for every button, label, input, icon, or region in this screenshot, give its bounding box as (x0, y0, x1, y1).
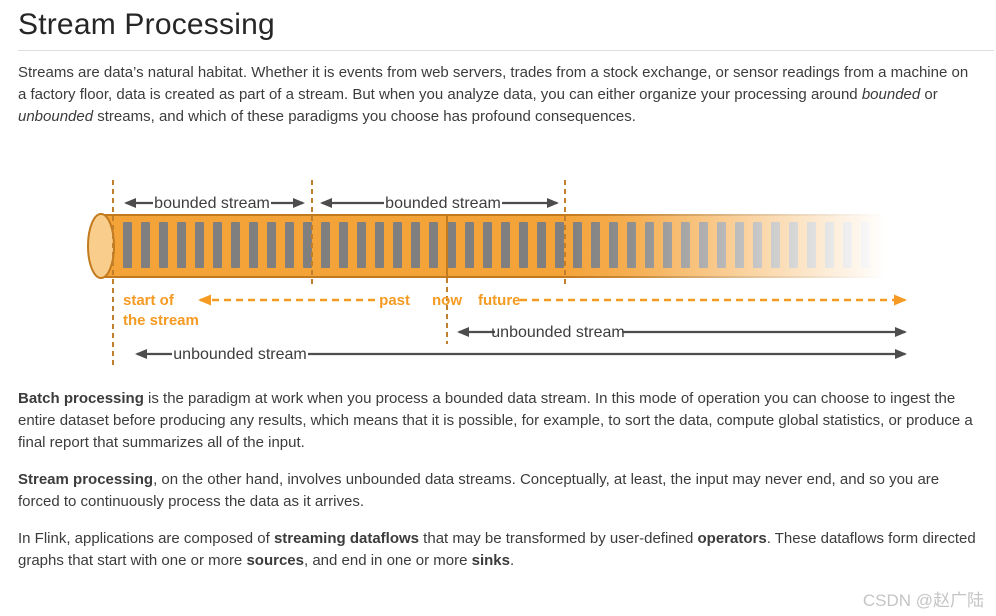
text-segment: . (509, 552, 515, 569)
text-segment: that may be transformed by user-defined (419, 530, 698, 547)
flink-dataflows-paragraph: In Flink, applications are composed of s… (18, 528, 978, 572)
unbounded-stream-bottom: unbounded stream (135, 346, 907, 363)
unbounded-right-label: unbounded stream (491, 324, 624, 341)
page-title: Stream Processing (18, 8, 994, 51)
text-segment: Streams are data’s natural habitat. Whet… (18, 64, 969, 103)
bounded-stream-label-2: bounded stream (320, 195, 559, 212)
text-segment: is the paradigm at work when you process… (18, 390, 973, 451)
stream-diagram: bounded stream bounded stream start of t… (0, 178, 996, 373)
italic-text-segment: unbounded (18, 108, 94, 125)
batch-processing-paragraph: Batch processing is the paradigm at work… (18, 388, 978, 454)
bold-text-segment: operators (697, 530, 767, 547)
bold-text-segment: Stream processing (18, 471, 154, 488)
past-label: past (379, 292, 410, 309)
start-of-stream-label-line2: the stream (123, 312, 199, 329)
text-segment: . These dataflows form directed graphs t… (18, 530, 976, 569)
bounded-stream-label-1: bounded stream (124, 195, 305, 212)
bounded-1-label: bounded stream (154, 195, 270, 212)
bounded-2-label: bounded stream (385, 195, 501, 212)
bold-text-segment: sources (246, 552, 304, 569)
intro-paragraph: Streams are data’s natural habitat. Whet… (18, 62, 978, 128)
bold-text-segment: streaming dataflows (273, 530, 420, 547)
text-segment: In Flink, applications are composed of (18, 530, 274, 547)
text-segment: or (920, 86, 938, 103)
text-segment: streams, and which of these paradigms yo… (93, 108, 636, 125)
unbounded-bottom-label: unbounded stream (173, 346, 306, 363)
stream-processing-paragraph: Stream processing, on the other hand, in… (18, 469, 978, 513)
start-of-stream-label-line1: start of (123, 292, 175, 309)
timeline-row: start of the stream past now future (123, 292, 907, 329)
future-label: future (478, 292, 521, 309)
tube-fade-overlay (560, 208, 910, 284)
now-label: now (432, 292, 462, 309)
bold-text-segment: sinks (471, 552, 510, 569)
italic-text-segment: bounded (861, 86, 921, 103)
text-segment: , and end in one or more (304, 552, 472, 569)
stream-tube (87, 208, 910, 284)
boundary-lines (112, 180, 566, 368)
unbounded-stream-right: unbounded stream (457, 324, 907, 341)
stream-tube-cap (87, 213, 115, 279)
text-segment: , on the other hand, involves unbounded … (18, 471, 940, 510)
bold-text-segment: Batch processing (18, 390, 144, 407)
watermark: CSDN @赵广陆 (862, 591, 984, 610)
stream-diagram-svg: bounded stream bounded stream start of t… (87, 180, 910, 368)
